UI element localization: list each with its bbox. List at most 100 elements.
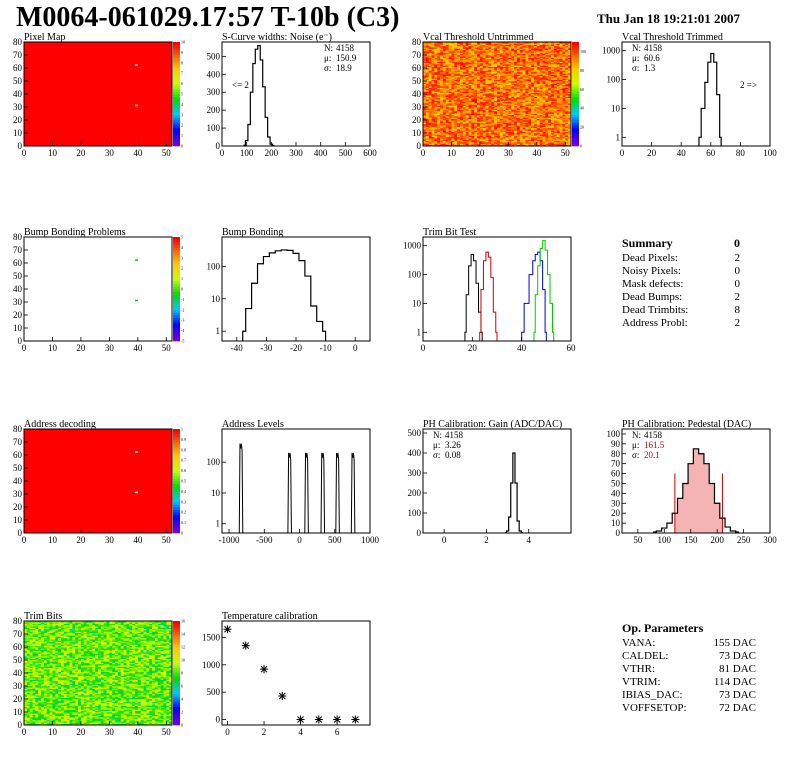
heatmap-cell — [454, 91, 458, 93]
heatmap-cell — [539, 139, 543, 142]
heatmap-cell — [442, 77, 447, 79]
heatmap-cell — [491, 68, 495, 70]
heatmap-cell — [431, 69, 435, 71]
heatmap-cell — [474, 68, 478, 70]
heatmap-cell — [519, 61, 523, 64]
heatmap-cell — [428, 51, 432, 53]
heatmap-cell — [545, 71, 549, 74]
heatmap-cell — [534, 91, 538, 93]
heatmap-cell — [460, 138, 464, 140]
heatmap-cell — [502, 43, 506, 45]
heatmap-cell — [531, 61, 535, 64]
palette-cell — [173, 304, 180, 308]
heatmap-cell — [556, 108, 560, 110]
heatmap-cell — [474, 75, 478, 78]
heatmap-cell — [474, 51, 478, 53]
heatmap-cell — [462, 64, 466, 66]
heatmap-cell — [497, 66, 501, 69]
heatmap-cell — [562, 113, 566, 116]
heatmap-cell — [26, 689, 30, 692]
heatmap-cell — [471, 42, 475, 44]
palette-cell — [173, 286, 180, 290]
heatmap-cell — [462, 86, 466, 88]
heatmap-cell — [562, 78, 566, 80]
heatmap-cell — [448, 118, 452, 121]
heatmap-cell — [551, 84, 555, 87]
heatmap-cell — [553, 62, 558, 65]
heatmap-cell — [26, 722, 30, 724]
palette-cell — [572, 125, 579, 129]
heatmap-cell — [24, 676, 28, 679]
heatmap-cell — [448, 60, 452, 62]
heatmap-cell — [477, 114, 481, 117]
heatmap-cell — [477, 86, 481, 88]
heatmap-cell — [548, 65, 552, 67]
heatmap-cell — [451, 86, 455, 88]
heatmap-cell — [528, 97, 532, 100]
heatmap-cell — [494, 123, 498, 126]
heatmap-cell — [434, 55, 438, 57]
palette-cell — [572, 88, 579, 92]
heatmap-cell — [474, 82, 478, 84]
heatmap-cell — [479, 61, 484, 64]
heatmap-cell — [525, 77, 529, 79]
heatmap-cell — [479, 103, 484, 105]
heatmap-cell — [477, 82, 481, 84]
heatmap-cell — [471, 78, 475, 80]
heatmap-cell — [460, 65, 464, 67]
heatmap-cell — [494, 110, 498, 113]
heatmap-cell — [505, 94, 509, 96]
heatmap-cell — [471, 95, 475, 97]
histogram-line — [243, 44, 275, 147]
heatmap-cell — [428, 138, 432, 140]
palette-cell — [173, 270, 180, 274]
heatmap-cell — [559, 116, 563, 118]
heatmap-cell — [423, 90, 427, 92]
heatmap-cell — [514, 143, 518, 145]
heatmap-cell — [423, 99, 427, 101]
heatmap-cell — [485, 101, 489, 104]
heatmap-cell — [29, 719, 33, 722]
heatmap-cell — [565, 120, 569, 122]
heatmap-cell — [502, 60, 506, 62]
heatmap-cell — [551, 42, 555, 44]
heatmap-cell — [542, 136, 546, 139]
heatmap-cell — [539, 58, 543, 61]
heatmap-cell — [431, 88, 435, 91]
heatmap-cell — [437, 57, 441, 60]
heatmap-cell — [542, 134, 546, 136]
heatmap-cell — [428, 94, 432, 96]
heatmap-cell — [542, 97, 546, 100]
heatmap-cell — [434, 94, 438, 96]
heatmap-cell — [445, 47, 449, 49]
heatmap-cell — [562, 130, 566, 132]
heatmap-cell — [434, 53, 438, 56]
heatmap-cell — [516, 139, 521, 142]
palette-cell — [572, 86, 579, 90]
heatmap-cell — [32, 717, 36, 719]
heatmap-cell — [431, 51, 435, 53]
heatmap-cell — [491, 107, 495, 109]
heatmap-cell — [531, 64, 535, 66]
heatmap-cell — [477, 109, 481, 112]
heatmap-cell — [26, 688, 30, 691]
heatmap-cell — [445, 62, 449, 65]
heatmap-cell — [562, 45, 566, 48]
heatmap-cell — [479, 104, 484, 106]
x-tick-label: 500 — [328, 535, 342, 545]
heatmap-cell — [559, 48, 563, 51]
y-tick-label: 80 — [13, 37, 23, 47]
heatmap-cell — [437, 139, 441, 142]
heatmap-cell — [545, 77, 549, 79]
heatmap-cell — [425, 113, 429, 116]
heatmap-cell — [553, 129, 558, 131]
heatmap-cell — [454, 77, 458, 79]
heatmap-cell — [465, 131, 469, 134]
heatmap-cell — [528, 65, 532, 67]
heatmap-cell — [462, 97, 466, 100]
heatmap-cell — [431, 66, 435, 69]
heatmap-cell — [494, 138, 498, 140]
heatmap-cell — [445, 75, 449, 78]
heatmap-cell — [437, 110, 441, 113]
heatmap-cell — [29, 721, 33, 723]
